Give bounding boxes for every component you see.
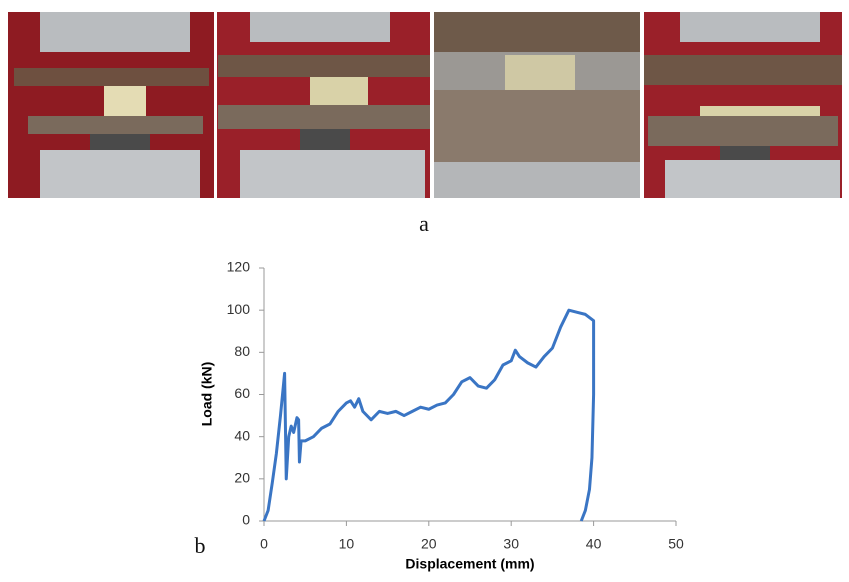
y-tick-label: 40 bbox=[234, 427, 250, 443]
photo-strip bbox=[8, 12, 842, 198]
x-tick-label: 40 bbox=[586, 536, 602, 552]
x-tick-label: 10 bbox=[339, 536, 355, 552]
y-tick-label: 20 bbox=[234, 470, 250, 486]
x-tick-label: 50 bbox=[668, 536, 684, 552]
y-tick-label: 60 bbox=[234, 385, 250, 401]
y-axis-title: Load (kN) bbox=[199, 362, 215, 427]
x-tick-label: 0 bbox=[260, 536, 268, 552]
photo bbox=[8, 12, 214, 198]
data-line bbox=[262, 308, 596, 522]
y-tick-label: 120 bbox=[227, 259, 251, 275]
x-tick-label: 20 bbox=[421, 536, 437, 552]
y-tick-label: 0 bbox=[242, 512, 250, 528]
y-tick-label: 100 bbox=[227, 301, 251, 317]
y-tick-label: 80 bbox=[234, 343, 250, 359]
photo bbox=[217, 12, 430, 198]
x-tick-label: 30 bbox=[503, 536, 519, 552]
panel-label: b bbox=[195, 533, 206, 558]
photo bbox=[644, 12, 842, 198]
x-axis-title: Displacement (mm) bbox=[405, 556, 534, 572]
photo bbox=[434, 12, 640, 198]
panel-label: a bbox=[419, 211, 429, 236]
